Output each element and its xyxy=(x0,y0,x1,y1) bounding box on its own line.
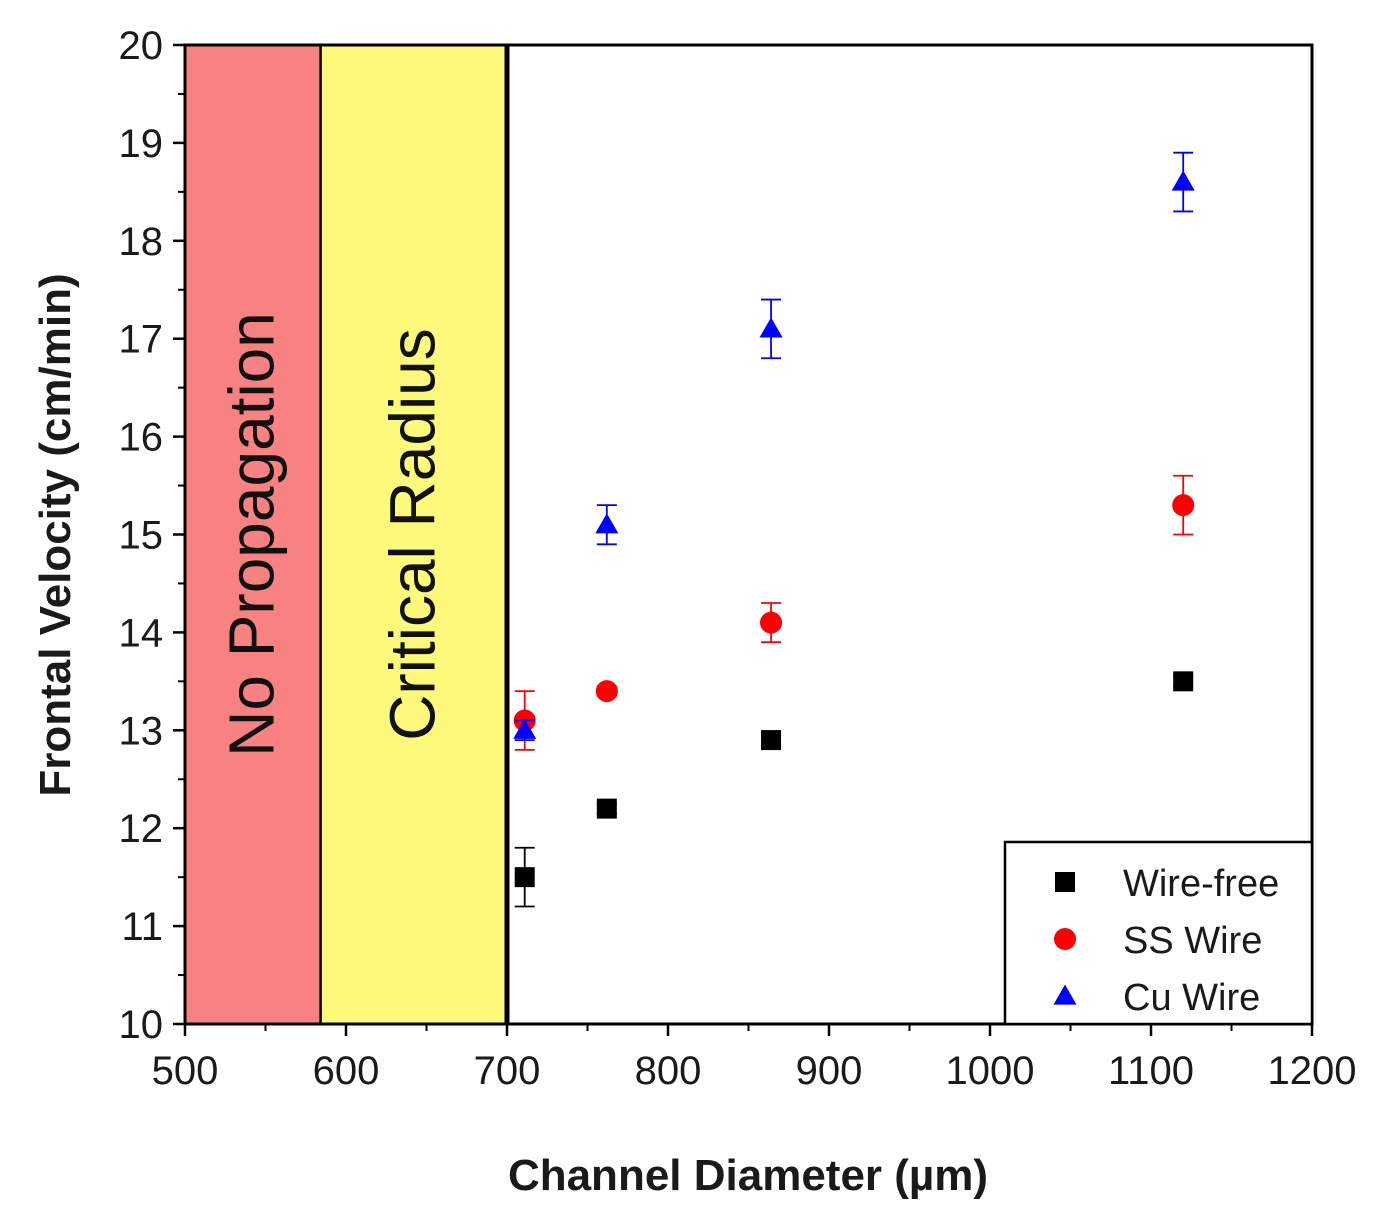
point-ss-wire xyxy=(760,611,783,634)
y-tick-label: 13 xyxy=(119,709,164,753)
point-wire-free xyxy=(596,798,617,819)
x-tick-label: 1200 xyxy=(1268,1049,1357,1093)
series-ss-wire xyxy=(513,474,1195,751)
region-critical-radius xyxy=(321,45,507,1024)
point-cu-wire xyxy=(595,513,619,534)
y-tick-label: 14 xyxy=(119,611,164,655)
x-tick-label: 500 xyxy=(152,1049,219,1093)
point-wire-free xyxy=(761,730,782,751)
legend: Wire-free SS Wire Cu Wire xyxy=(1003,840,1314,1026)
point-ss-wire xyxy=(595,680,618,703)
y-tick-label: 10 xyxy=(119,1003,164,1047)
series-wire-free xyxy=(514,671,1194,908)
y-tick-label: 20 xyxy=(119,24,164,68)
y-tick-label: 15 xyxy=(119,514,164,558)
legend-marker-wire-free xyxy=(1055,872,1075,892)
x-tick-label: 600 xyxy=(313,1049,380,1093)
legend-label-wire-free: Wire-free xyxy=(1123,863,1279,905)
y-tick-label: 17 xyxy=(119,318,164,362)
point-ss-wire xyxy=(1172,494,1195,517)
x-axis-title: Channel Diameter (µm) xyxy=(508,1151,988,1200)
legend-label-ss-wire: SS Wire xyxy=(1123,920,1262,962)
x-tick-label: 800 xyxy=(635,1049,702,1093)
y-tick-label: 12 xyxy=(119,807,164,851)
x-tick-label: 1000 xyxy=(946,1049,1035,1093)
x-tick-label: 700 xyxy=(474,1049,541,1093)
point-cu-wire xyxy=(513,718,537,739)
point-wire-free xyxy=(514,867,535,888)
y-axis-title: Frontal Velocity (cm/min) xyxy=(31,273,80,796)
y-tick-label: 11 xyxy=(121,905,163,949)
series-cu-wire xyxy=(513,151,1195,741)
region-label-no-propagation: No Propagation xyxy=(215,312,287,757)
point-cu-wire xyxy=(759,317,783,338)
x-tick-label: 1100 xyxy=(1108,1049,1194,1093)
point-wire-free xyxy=(1173,671,1194,692)
legend-label-cu-wire: Cu Wire xyxy=(1123,977,1260,1019)
regions-layer: No Propagation Critical Radius xyxy=(185,45,510,1024)
legend-marker-ss-wire xyxy=(1054,928,1076,950)
x-tick-label: 900 xyxy=(796,1049,863,1093)
region-no-propagation xyxy=(185,45,322,1024)
region-label-critical-radius: Critical Radius xyxy=(376,328,448,741)
data-points xyxy=(513,151,1195,908)
point-cu-wire xyxy=(1171,170,1195,191)
y-tick-label: 18 xyxy=(119,220,164,264)
y-tick-label: 19 xyxy=(119,122,164,166)
y-tick-label: 16 xyxy=(119,416,164,460)
legend-marker-cu-wire xyxy=(1053,984,1077,1005)
axes: 500 600 700 800 900 1000 1100 1200 10 11 12 13 14 15 1… xyxy=(119,24,1357,1093)
